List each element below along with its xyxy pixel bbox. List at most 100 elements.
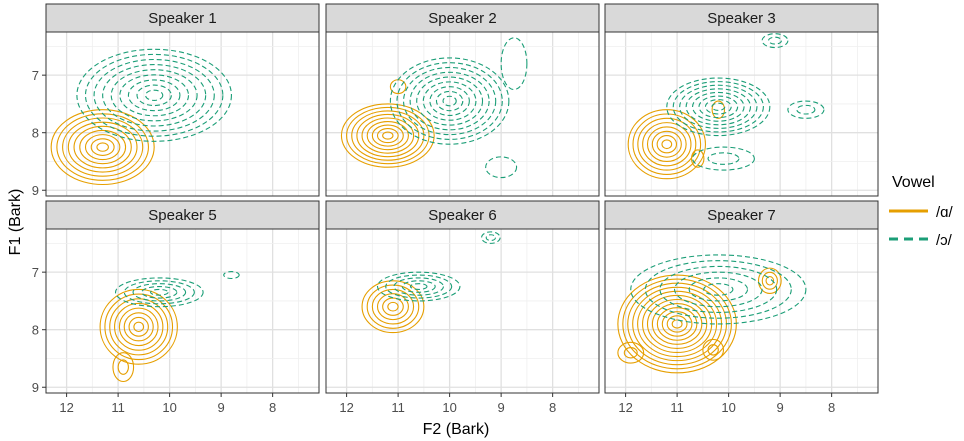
contour-line-series-1 [685,88,752,126]
plot-panel [326,32,599,196]
facet-strip [45,3,320,33]
panel-border [45,228,320,394]
legend-label-series-1: /ɔ/ [936,232,953,249]
facet-panel-2: Speaker 2 [325,3,600,197]
contour-line-series-0 [382,297,404,316]
contour-line-series-1 [688,277,749,302]
y-axis-label: F1 (Bark) [7,189,24,256]
contour-line-series-1 [787,100,825,119]
contour-line-series-0 [637,117,697,171]
contour-line-series-1 [672,81,764,133]
contour-line-series-1 [500,37,528,91]
contour-line-series-1 [141,285,178,299]
panel-border [325,31,600,197]
contour-line-series-0 [371,288,415,325]
contour-line-series-0 [351,110,425,161]
panel-border [604,228,879,394]
contour-line-series-1 [409,283,428,290]
contour-line-series-0 [757,267,782,294]
contour-line-series-0 [366,120,409,151]
contour-line-series-1 [429,86,470,116]
contour-line-series-0 [637,290,718,358]
contour-line-series-0 [376,293,409,321]
contour-line-series-1 [666,77,771,137]
facet-title: Speaker 5 [148,207,216,224]
contour-line-series-0 [90,138,115,156]
y-tick-label: 7 [32,265,39,280]
contour-line-series-1 [698,95,739,119]
contour-line-series-0 [356,113,420,158]
contour-line-series-1 [673,271,763,308]
contour-line-series-0 [671,319,683,329]
facet-strip [604,3,879,33]
contour-line-series-1 [422,81,477,121]
contour-line-series-0 [123,312,154,342]
contour-line-series-1 [376,271,461,302]
y-tick-label: 9 [32,183,39,198]
contour-line-series-0 [656,307,698,341]
x-tick-label: 11 [391,400,405,415]
contour-line-series-0 [382,131,394,140]
contour-group [617,254,807,374]
contour-line-series-0 [84,134,121,161]
y-tick-label: 9 [32,380,39,395]
contour-line-series-1 [416,76,484,126]
facet-panels: Speaker 1 7 8 9 Speaker 2 Speaker 3 Speaker 5 7… [32,3,879,415]
contour-line-series-1 [707,152,740,165]
x-tick-label: 12 [339,400,353,415]
contour-line-series-0 [666,315,688,333]
facet-panel-4: Speaker 5 7 8 9 12 11 10 9 8 [32,200,320,415]
contour-line-series-0 [62,117,144,177]
legend-label-series-0: /ɑ/ [936,204,954,221]
contour-line-series-0 [702,338,725,361]
contour-line-series-0 [114,302,164,351]
plot-panel [326,229,599,393]
x-tick-label: 10 [442,400,456,415]
contour-line-series-0 [711,100,726,119]
panel-border [604,31,879,197]
contour-line-series-0 [690,149,705,168]
contour-line-series-1 [659,265,778,313]
contour-line-series-0 [632,113,702,175]
y-tick-label: 7 [32,68,39,83]
contour-line-series-1 [76,48,232,142]
contour-line-series-0 [340,103,435,168]
contour-line-series-0 [117,359,129,375]
contour-line-series-1 [393,277,444,296]
contour-line-series-1 [761,33,789,49]
contour-line-series-1 [767,36,782,45]
contour-line-series-1 [403,66,497,136]
contour-line-series-0 [765,276,775,286]
contour-line-series-0 [371,124,404,147]
x-tick-label: 10 [721,400,735,415]
contour-line-series-1 [703,283,734,296]
x-tick-label: 10 [162,400,176,415]
facet-strip [325,3,600,33]
contour-line-series-1 [123,280,195,305]
contour-line-series-1 [389,57,510,145]
facet-panel-3: Speaker 3 [604,3,879,197]
x-tick-label: 9 [498,400,505,415]
x-tick-label: 8 [549,400,556,415]
contour-line-series-1 [630,254,807,325]
contour-line-series-0 [627,109,706,180]
contour-line-series-1 [127,79,181,112]
contour-line-series-0 [651,130,682,158]
contour-line-series-1 [481,231,501,244]
contour-line-series-1 [409,71,490,131]
contour-line-series-0 [96,142,109,152]
facet-title: Speaker 1 [148,10,216,27]
contour-line-series-1 [692,146,755,171]
contour-line-series-1 [485,156,518,179]
x-tick-label: 9 [218,400,225,415]
contour-line-series-0 [376,127,399,144]
contour-line-series-1 [119,74,190,117]
contour-line-series-1 [145,89,164,101]
facet-panel-6: Speaker 7 12 11 10 9 8 [604,200,879,415]
contour-line-series-0 [366,284,420,329]
contour-line-series-0 [79,129,127,165]
x-tick-label: 9 [777,400,784,415]
contour-line-series-0 [361,280,425,334]
legend: Vowel /ɑ/ /ɔ/ [889,174,954,249]
contour-line-series-1 [385,274,453,299]
